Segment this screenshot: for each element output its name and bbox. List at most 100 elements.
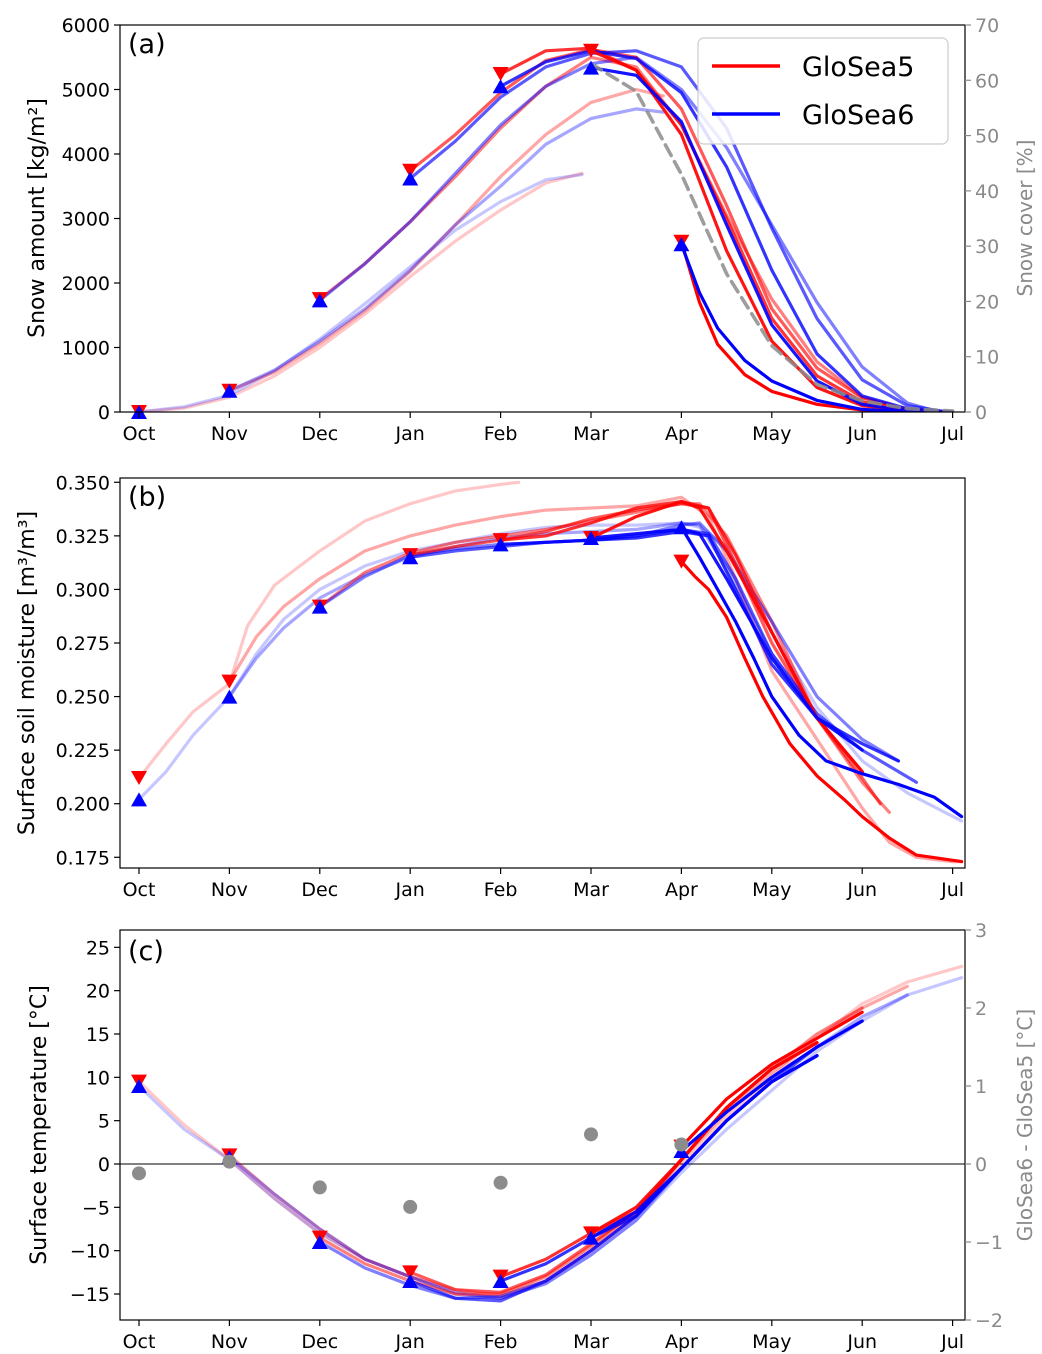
panel-b-axes: Oct Nov Dec Jan Feb Mar Apr May Jun Jul 0.175 0.200… — [56, 472, 964, 901]
series-line-glosea6-apr — [679, 242, 946, 412]
series-line-glosea5-mar — [589, 1041, 819, 1235]
marker-gs6-jan — [402, 171, 419, 186]
panel-c-xtick-label: Dec — [301, 1331, 338, 1353]
marker-gs6-apr — [673, 520, 690, 535]
panel-b: Oct Nov Dec Jan Feb Mar Apr May Jun Jul 0.175 0.200… — [15, 472, 966, 901]
panel-b-xtick-label: Nov — [211, 879, 248, 901]
panel-b-ytick-label: 0.350 — [56, 472, 110, 494]
series-line-glosea5-apr — [679, 1010, 864, 1149]
panel-c-lines — [120, 964, 965, 1303]
series-line-glosea6-feb — [499, 49, 955, 412]
series-line-glosea5-oct — [137, 171, 584, 412]
panel-c-ytick-right-label: 1 — [975, 1076, 987, 1098]
panel-b-ytick-label: 0.200 — [56, 794, 110, 816]
panel-a-ytick-label: 1000 — [62, 338, 110, 360]
marker-gs5-jan — [402, 163, 419, 178]
panel-b-xtick-label: May — [752, 879, 791, 901]
panel-c-axes: Oct Nov Dec Jan Feb Mar Apr May Jun Jul−15−10−505… — [70, 920, 1003, 1353]
panel-b-ytick-label: 0.325 — [56, 526, 110, 548]
panel-a-ytick-right-label: 70 — [975, 15, 999, 37]
panel-c-xtick-label: Jan — [395, 1331, 425, 1353]
legend-label-gs6: GloSea6 — [802, 100, 914, 131]
panel-a-ylabel-right: Snow cover [%] — [1013, 140, 1037, 297]
marker-gs6-jan — [402, 1274, 419, 1288]
panel-c-xtick-label: Oct — [123, 1331, 156, 1353]
panel-a-xtick-label: Dec — [301, 423, 338, 445]
marker-gs5-apr — [673, 554, 690, 569]
marker-gs6-feb — [492, 537, 509, 552]
panel-c-ytick-label: 25 — [86, 937, 110, 959]
panel-c-ylabel-right: GloSea6 - GloSea5 [°C] — [1013, 1009, 1037, 1241]
panel-b-xtick-label: Feb — [484, 879, 518, 901]
marker-gs6-dec — [311, 599, 328, 614]
panel-a-markers — [131, 43, 690, 419]
series-line-glosea6-nov — [227, 521, 846, 752]
panel-b-xtick-label: Jun — [846, 879, 877, 901]
panel-a-xtick-label: Mar — [573, 423, 609, 445]
marker-gs6-oct — [131, 1079, 147, 1093]
panel-b-xtick-label: Jan — [395, 879, 425, 901]
panel-a-ylabel: Snow amount [kg/m²] — [25, 98, 50, 338]
series-line-glosea5-apr — [679, 240, 946, 412]
panel-c-ytick-label: 15 — [86, 1024, 110, 1046]
legend-label-gs5: GloSea5 — [802, 52, 914, 83]
panel-c: Oct Nov Dec Jan Feb Mar Apr May Jun Jul−15−10−505… — [27, 920, 1037, 1353]
panel-a-ytick-label: 0 — [98, 402, 110, 424]
difference-marker — [674, 1137, 689, 1152]
panel-b-lines — [137, 480, 964, 864]
panel-c-xtick-label: Nov — [211, 1331, 248, 1353]
panel-b-xtick-label: Jul — [940, 879, 964, 901]
panel-a-xtick-label: Jan — [395, 423, 425, 445]
series-line-glosea5-jan — [408, 1041, 819, 1294]
series-line-glosea5-oct — [137, 480, 521, 780]
panel-c-xtick-label: May — [752, 1331, 791, 1353]
panel-c-ylabel: Surface temperature [°C] — [27, 985, 52, 1265]
series-line-glosea6-nov — [227, 107, 665, 393]
marker-gs6-jan — [402, 550, 419, 565]
panel-c-ytick-right-label: 0 — [975, 1154, 987, 1176]
series-line-glosea6-nov — [227, 993, 909, 1300]
legend: GloSea5 GloSea6 — [697, 37, 949, 145]
marker-gs6-mar — [583, 1230, 599, 1245]
panel-a: Oct Nov Dec Jan Feb Mar Apr May Jun Jul 0 1000 2000 3… — [25, 15, 1037, 445]
marker-gs6-mar — [583, 60, 599, 75]
panel-b-xtick-label: Oct — [123, 879, 156, 901]
difference-marker — [222, 1154, 237, 1169]
panel-b-xtick-label: Mar — [573, 879, 609, 901]
panel-a-xtick-label: Feb — [484, 423, 518, 445]
panel-c-ytick-label: −15 — [70, 1284, 110, 1306]
series-line-glosea6-oct — [137, 521, 964, 823]
panel-a-axes: Oct Nov Dec Jan Feb Mar Apr May Jun Jul 0 1000 2000 3… — [62, 15, 1000, 445]
panel-a-lines — [137, 46, 955, 412]
marker-gs5-nov — [221, 674, 238, 689]
panel-b-xtick-label: Dec — [301, 879, 338, 901]
marker-gs6-mar — [583, 531, 599, 545]
panel-a-ytick-label: 3000 — [62, 209, 110, 231]
difference-marker — [312, 1180, 327, 1195]
panel-c-ytick-right-label: 2 — [975, 998, 987, 1020]
marker-gs5-oct — [131, 771, 147, 785]
panel-c-xtick-label: Mar — [573, 1331, 609, 1353]
panel-c-ytick-label: −10 — [70, 1241, 110, 1263]
panel-c-ytick-right-label: −2 — [975, 1310, 1003, 1332]
marker-gs6-dec — [311, 293, 328, 308]
panel-a-ytick-label: 5000 — [62, 80, 110, 102]
panel-c-ytick-label: 10 — [86, 1067, 110, 1089]
panel-b-ytick-label: 0.250 — [56, 687, 110, 709]
series-line-glosea6-apr — [679, 1019, 864, 1153]
panel-a-letter: (a) — [128, 29, 166, 60]
panel-c-frame — [119, 929, 966, 1321]
marker-gs6-dec — [311, 1235, 328, 1249]
series-line-glosea6-mar — [589, 527, 864, 752]
panel-a-xtick-label: Apr — [665, 423, 698, 445]
panel-c-markers — [131, 1074, 690, 1288]
panel-c-letter: (c) — [128, 936, 164, 967]
series-line-snow-cover — [589, 61, 955, 412]
panel-c-xtick-label: Apr — [665, 1331, 698, 1353]
panel-b-xtick-label: Apr — [665, 879, 698, 901]
panel-a-ytick-label: 4000 — [62, 144, 110, 166]
panel-c-ytick-label: −5 — [82, 1197, 110, 1219]
panel-a-xtick-label: Jun — [846, 423, 877, 445]
panel-a-xtick-label: Oct — [123, 423, 156, 445]
